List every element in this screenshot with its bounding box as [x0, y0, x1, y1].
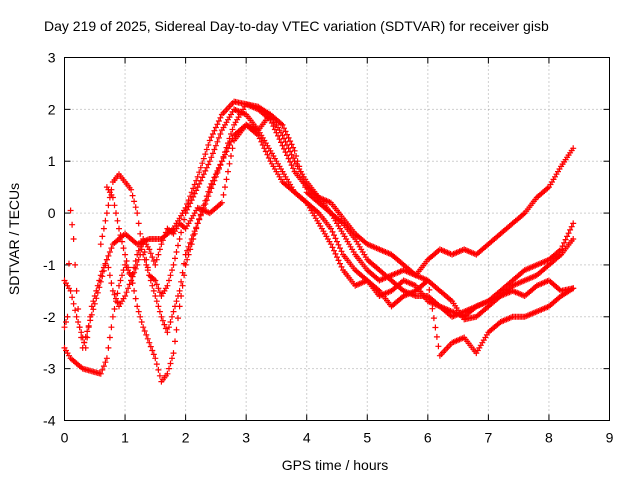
x-tick-label: 4: [303, 430, 311, 446]
x-tick-label: 6: [424, 430, 432, 446]
x-tick-label: 0: [61, 430, 69, 446]
y-tick-label: -3: [43, 361, 56, 377]
y-tick-labels: -4 -3 -2 -1 0 1 2 3: [43, 50, 56, 429]
x-tick-labels: 0 1 2 3 4 5 6 7 8 9: [61, 430, 614, 446]
y-tick-label: -1: [43, 257, 56, 273]
x-tick-label: 8: [545, 430, 553, 446]
plus-markers: [97, 106, 577, 320]
axis-ticks: [64, 57, 610, 421]
y-tick-label: -4: [43, 413, 56, 429]
x-tick-label: 1: [121, 430, 129, 446]
plus-markers: [61, 121, 577, 359]
y-tick-label: 0: [48, 205, 56, 221]
y-tick-label: -2: [43, 309, 56, 325]
x-tick-label: 9: [606, 430, 614, 446]
x-tick-label: 2: [182, 430, 190, 446]
plot-frame: [64, 57, 610, 421]
x-tick-label: 5: [363, 430, 371, 446]
plus-markers: [103, 101, 577, 336]
series-track-4: [61, 121, 577, 359]
series-track-5: [103, 101, 577, 336]
chart-title: Day 219 of 2025, Sidereal Day-to-day VTE…: [44, 18, 549, 34]
y-tick-label: 3: [48, 50, 56, 66]
y-axis-label: SDTVAR / TECUs: [6, 183, 22, 295]
x-tick-label: 3: [242, 430, 250, 446]
data-points: [61, 98, 577, 385]
y-tick-label: 1: [48, 153, 56, 169]
x-axis-label: GPS time / hours: [282, 457, 389, 473]
y-tick-label: 2: [48, 101, 56, 117]
x-tick-label: 7: [484, 430, 492, 446]
series-track-3: [97, 106, 577, 320]
